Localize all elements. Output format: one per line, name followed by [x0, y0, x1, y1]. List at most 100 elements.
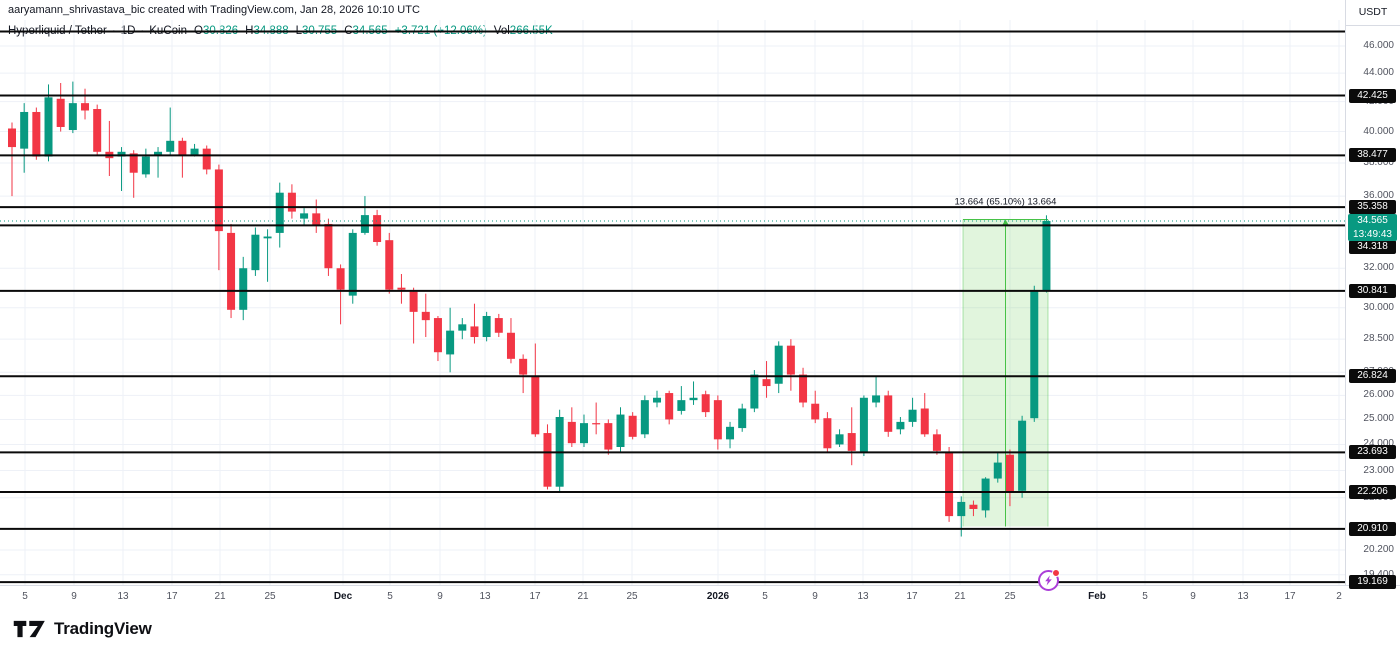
- price-tick-label: 24.000: [1363, 438, 1394, 450]
- candle-body: [628, 415, 637, 437]
- candle-body: [20, 111, 29, 149]
- chart-canvas[interactable]: aaryamann_shrivastava_bic created with T…: [0, 0, 1345, 591]
- candle-body: [287, 192, 296, 212]
- footer: TradingView: [0, 607, 1400, 658]
- candle-body: [81, 103, 90, 111]
- candle-body: [799, 374, 808, 403]
- candle-body: [385, 240, 394, 290]
- price-tick-label: 25.000: [1363, 413, 1394, 425]
- candle-body: [774, 345, 783, 384]
- alert-notification-dot: [1052, 569, 1060, 577]
- time-tick-label: 13: [479, 591, 491, 602]
- time-tick-label: 9: [1190, 591, 1196, 602]
- candle-body: [567, 421, 576, 444]
- candle-body: [202, 148, 211, 170]
- candle-body: [166, 140, 175, 152]
- candle-body: [446, 330, 455, 355]
- candle-body: [68, 103, 77, 131]
- time-tick-label: 9: [71, 591, 77, 602]
- bar-close-countdown: 13:49:43: [1353, 228, 1392, 240]
- candle-body: [932, 434, 941, 451]
- symbol-title[interactable]: Hyperliquid / Tether: [8, 25, 107, 37]
- alert-icon[interactable]: [1038, 569, 1060, 591]
- candle-body: [433, 318, 442, 353]
- high-label: H: [245, 25, 254, 37]
- price-tick-label: 46.000: [1363, 39, 1394, 51]
- time-tick-label: 5: [1142, 591, 1148, 602]
- time-tick-label: 13: [117, 591, 129, 602]
- candle-body: [300, 213, 309, 219]
- candle-body: [1030, 290, 1039, 419]
- candle-body: [178, 140, 187, 155]
- time-tick-label: 17: [529, 591, 541, 602]
- tradingview-brand[interactable]: TradingView: [13, 618, 152, 640]
- candle-body: [409, 291, 418, 312]
- price-axis-currency-button[interactable]: USDT: [1346, 0, 1400, 26]
- candle-body: [884, 395, 893, 432]
- candle-body: [324, 223, 333, 269]
- time-axis[interactable]: 5 9 13 17 21 25 Dec 5 9 13 17 21 25 2026 5 9 13 17 21 25 Feb…: [0, 585, 1400, 607]
- time-tick-label: 25: [1004, 591, 1016, 602]
- price-level-badge: 42.425: [1349, 88, 1396, 103]
- candle-body: [993, 462, 1002, 479]
- candle-body: [677, 400, 686, 411]
- candle-body: [592, 423, 601, 425]
- candle-body: [141, 156, 150, 175]
- open-label: O: [193, 25, 203, 37]
- candle-body: [738, 408, 747, 429]
- interval-label[interactable]: 1D: [120, 25, 136, 37]
- price-level-badge: 38.477: [1349, 148, 1396, 163]
- candle-body: [543, 433, 552, 487]
- legend-separator: ·: [111, 25, 116, 37]
- candle-body: [56, 98, 65, 127]
- candle-body: [421, 311, 430, 321]
- time-tick-label: 17: [166, 591, 178, 602]
- candle-body: [945, 452, 954, 517]
- time-tick-label: 5: [762, 591, 768, 602]
- price-axis[interactable]: USDT 34.565 13:49:43 46.00044.00042.0004…: [1345, 0, 1400, 590]
- price-tick-label: 44.000: [1363, 67, 1394, 79]
- exchange-label[interactable]: KuCoin: [149, 25, 187, 37]
- candle-body: [482, 315, 491, 338]
- candle-body: [872, 395, 881, 403]
- close-label: C: [344, 25, 353, 37]
- candle-body: [653, 397, 662, 403]
- candle-body: [920, 408, 929, 435]
- current-price-value: 34.565: [1357, 215, 1388, 226]
- candle-body: [689, 397, 698, 401]
- time-tick-label: 9: [437, 591, 443, 602]
- candle-body: [896, 421, 905, 430]
- candle-body: [555, 416, 564, 487]
- price-level-badge: 26.824: [1349, 369, 1396, 384]
- time-tick-label: 17: [1284, 591, 1296, 602]
- candle-body: [117, 151, 126, 157]
- candle-body: [44, 97, 53, 157]
- price-level-badge: 23.693: [1349, 445, 1396, 460]
- candle-body: [908, 409, 917, 422]
- range-measure-box: [963, 219, 1048, 527]
- candle-body: [786, 345, 795, 375]
- candle-body: [835, 434, 844, 445]
- time-tick-label: 13: [1237, 591, 1249, 602]
- price-tick-label: 23.000: [1363, 464, 1394, 476]
- current-price-badge: 34.565 13:49:43: [1348, 214, 1397, 241]
- price-level-badge: 34.318: [1349, 240, 1396, 255]
- candle-body: [32, 111, 41, 157]
- volume-value: 266.55K: [509, 25, 553, 37]
- time-tick-label: 21: [954, 591, 966, 602]
- time-tick-label: 13: [857, 591, 869, 602]
- time-tick-label: 9: [812, 591, 818, 602]
- time-tick-label: 25: [626, 591, 638, 602]
- price-tick-label: 38.000: [1363, 156, 1394, 168]
- candle-body: [531, 376, 540, 435]
- time-tick-label: 2: [1336, 591, 1342, 602]
- candle-body: [263, 236, 272, 239]
- candle-body: [750, 374, 759, 409]
- candle-body: [701, 394, 710, 413]
- high-value: 34.888: [253, 25, 289, 37]
- price-level-badge: 20.910: [1349, 521, 1396, 536]
- price-chart-svg: 13.664 (65.10%) 13.664: [0, 20, 1345, 585]
- candle-body: [105, 151, 114, 159]
- range-measure-arrowhead: [1002, 219, 1009, 226]
- time-tick-label: 2026: [706, 591, 730, 602]
